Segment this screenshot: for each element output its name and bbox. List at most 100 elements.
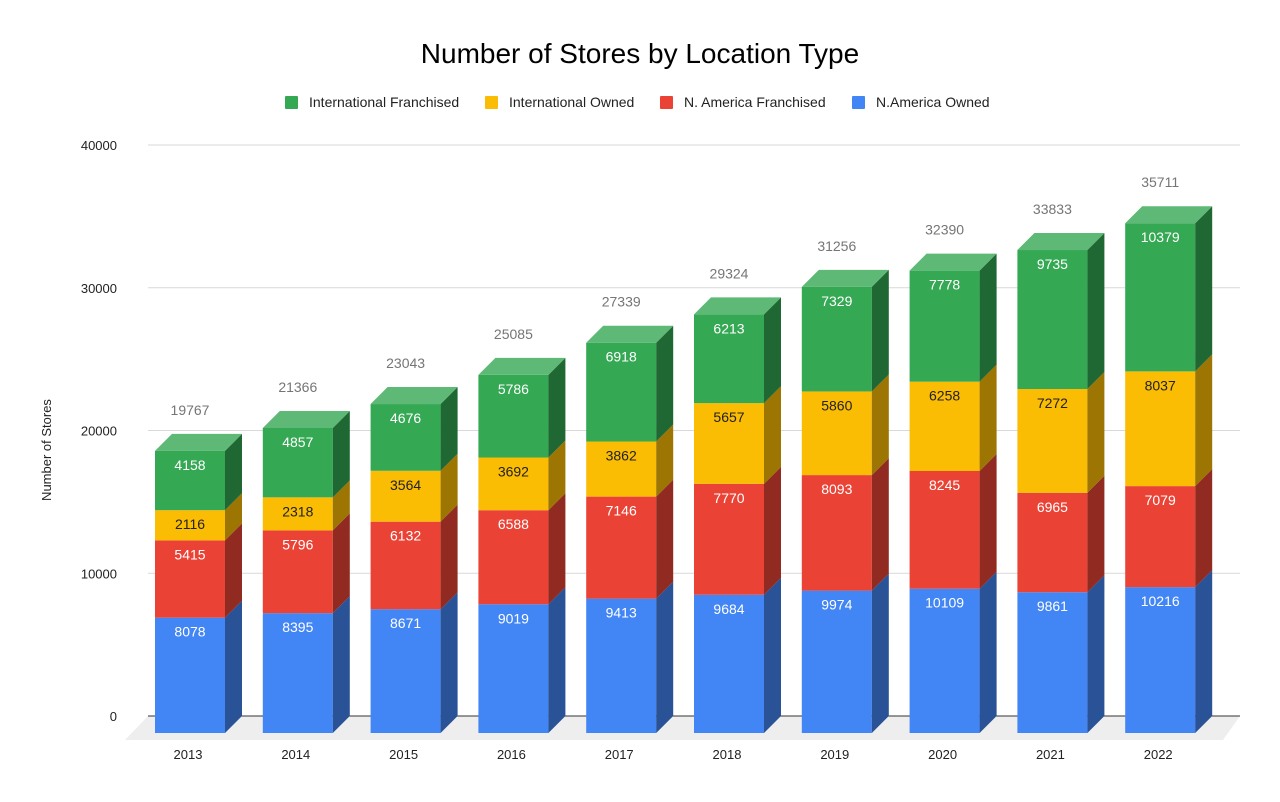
data-label: 7778 (929, 277, 960, 293)
bar-segment-side (332, 411, 350, 498)
legend-swatch (852, 96, 865, 109)
data-label: 3564 (390, 477, 421, 493)
bar-segment-side (440, 504, 458, 610)
bar-stack-2014: 8395 5796 2318 4857 21366 (262, 379, 350, 733)
data-label: 9019 (498, 610, 529, 626)
bar-segment (586, 496, 657, 599)
data-label: 9413 (606, 605, 637, 621)
bar-segment (694, 403, 764, 484)
bar-segment-side (1087, 475, 1105, 593)
bar-segment (478, 604, 549, 733)
data-label: 10379 (1141, 229, 1180, 245)
data-label: 4676 (390, 410, 421, 426)
total-label: 32390 (925, 222, 964, 238)
x-tick-label: 2021 (1036, 747, 1065, 762)
bar-segment (262, 497, 333, 531)
x-tick-label: 2016 (497, 747, 526, 762)
data-label: 6213 (713, 320, 744, 336)
bar-top (478, 357, 566, 375)
data-label: 10216 (1141, 593, 1180, 609)
data-label: 8395 (282, 619, 313, 635)
bar-segment-side (656, 581, 674, 733)
x-tick-label: 2019 (820, 747, 849, 762)
bar-top (1017, 233, 1105, 251)
bar-segment (1017, 250, 1088, 390)
bar-segment (909, 588, 980, 733)
data-label: 3862 (606, 447, 637, 463)
bar-segment-side (1087, 575, 1105, 733)
data-label: 5786 (498, 381, 529, 397)
bar-segment-side (979, 364, 997, 471)
bar-segment (586, 441, 657, 497)
legend: International Franchised International Ow… (285, 94, 990, 110)
bar-segment (694, 483, 764, 595)
chart-title: Number of Stores by Location Type (421, 38, 859, 69)
bar-segment (1017, 389, 1088, 493)
data-label: 2116 (175, 516, 205, 532)
bar-segment (801, 391, 872, 476)
bar-segment-side (225, 493, 242, 541)
total-label: 21366 (278, 379, 317, 395)
bar-segment (262, 428, 333, 498)
bar-segment-side (871, 573, 889, 733)
bar-segment (801, 286, 872, 392)
legend-item: International Owned (485, 94, 634, 110)
bar-segment (694, 314, 764, 404)
bar-segment (370, 609, 441, 733)
data-label: 4857 (282, 434, 313, 450)
bars: 8078 5415 2116 4158 19767 8395 5796 2318 4857 213… (155, 174, 1213, 733)
data-label: 7770 (713, 490, 744, 506)
bar-segment-side (225, 433, 242, 511)
bar-segment-side (225, 600, 242, 733)
bar-segment (586, 598, 657, 733)
x-tick-label: 2017 (605, 747, 634, 762)
bar-segment (155, 450, 225, 511)
bar-stack-2021: 9861 6965 7272 9735 33833 (1017, 201, 1105, 733)
data-label: 9735 (1037, 256, 1068, 272)
bar-top (909, 253, 997, 271)
bar-segment-side (764, 466, 781, 595)
bar-segment-side (225, 523, 242, 618)
data-label: 6258 (929, 388, 960, 404)
bar-segment (801, 590, 872, 733)
bar-segment (586, 342, 657, 442)
bar-segment (478, 457, 549, 511)
y-tick-label: 30000 (81, 281, 117, 296)
bar-segment-side (764, 297, 781, 404)
bar-segment-side (1087, 372, 1105, 493)
bar-segment (262, 530, 333, 614)
bar-segment (155, 540, 225, 618)
bar-segment (909, 270, 980, 382)
y-axis-ticks: 0 10000 20000 30000 40000 (81, 138, 117, 724)
x-axis-ticks: 2013 2014 2015 2016 2017 2018 2019 2020 2021 2022 (174, 747, 1173, 762)
bar-segment-side (979, 571, 997, 733)
bar-segment (1125, 587, 1196, 733)
bar-segment (478, 374, 549, 458)
bar-stack-2019: 9974 8093 5860 7329 31256 (801, 238, 889, 733)
data-label: 8093 (821, 481, 852, 497)
bar-segment (155, 617, 225, 733)
bar-stack-2015: 8671 6132 3564 4676 23043 (370, 355, 458, 733)
legend-item: N.America Owned (852, 94, 990, 110)
bar-top (586, 325, 674, 343)
total-label: 33833 (1033, 201, 1072, 217)
total-label: 25085 (494, 326, 533, 342)
total-label: 35711 (1141, 174, 1179, 190)
bar-segment-side (440, 453, 458, 522)
data-label: 5796 (282, 536, 313, 552)
data-label: 8671 (390, 615, 421, 631)
bar-segment-side (764, 577, 781, 733)
bar-segment-side (548, 587, 566, 733)
bar-segment-side (332, 596, 350, 733)
total-label: 27339 (602, 294, 641, 310)
data-label: 5415 (174, 546, 205, 562)
data-label: 6965 (1037, 499, 1068, 515)
bar-segment (801, 475, 872, 591)
bar-segment-side (871, 458, 889, 591)
bar-top (370, 387, 458, 405)
bar-stack-2022: 10216 7079 8037 10379 35711 (1125, 174, 1213, 733)
bar-segment-side (979, 253, 997, 382)
bar-top (155, 433, 242, 451)
total-label: 19767 (171, 402, 210, 418)
